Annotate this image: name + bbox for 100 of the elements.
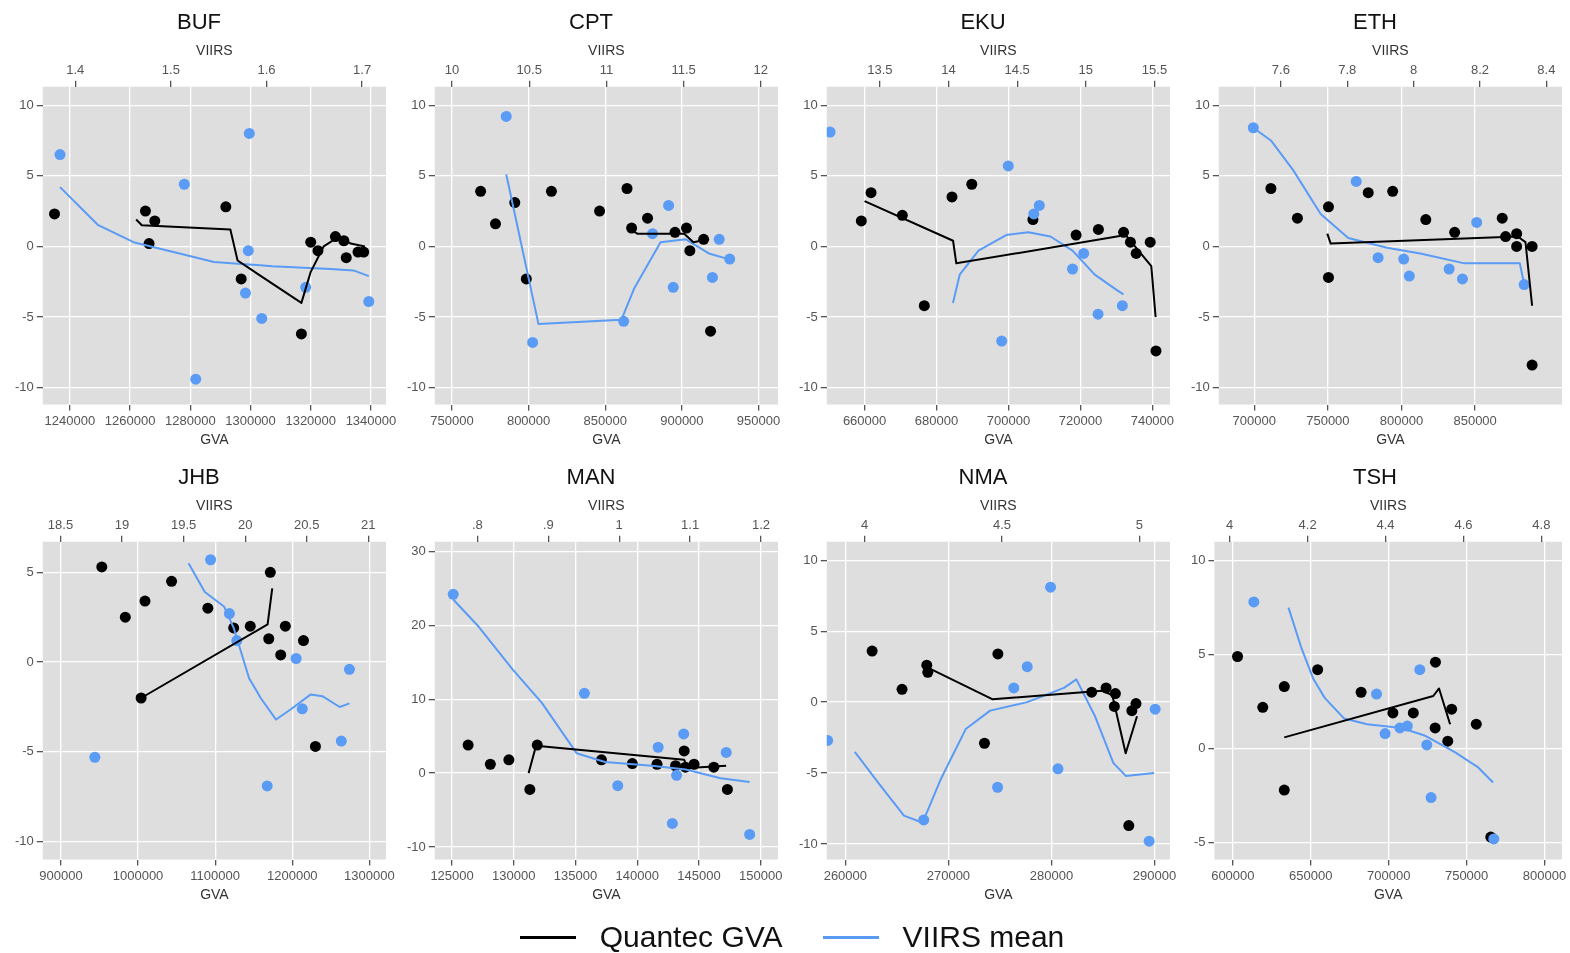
point <box>680 222 692 234</box>
x-tick-label: 280000 <box>1029 867 1074 883</box>
point <box>855 215 867 227</box>
x2-tick-label: 7.6 <box>1271 61 1290 77</box>
point <box>1420 214 1432 226</box>
point <box>1446 703 1458 715</box>
x-tick-label: 750000 <box>1444 867 1489 883</box>
point <box>462 739 474 751</box>
y-tick-label: 10 <box>411 96 426 112</box>
point <box>1265 183 1277 194</box>
point <box>202 602 214 614</box>
x-axis-title: GVA <box>200 431 230 448</box>
x2-tick-label: 15 <box>1078 61 1094 77</box>
y-tick-label: 10 <box>19 96 34 112</box>
x2-axis-title: VIIRS <box>588 41 625 58</box>
point <box>263 633 275 645</box>
x-tick-label: 740000 <box>1130 412 1175 428</box>
point <box>220 201 232 213</box>
point <box>1150 345 1162 357</box>
x-tick-label: 1000000 <box>112 867 164 883</box>
point <box>295 328 307 340</box>
x-tick-label: 800000 <box>506 412 551 428</box>
x2-tick-label: 1.6 <box>257 61 276 77</box>
point <box>1442 735 1454 747</box>
x2-axis-title: VIIRS <box>588 496 625 513</box>
x2-tick-label: 1.5 <box>161 61 180 77</box>
x-tick-label: 680000 <box>914 412 959 428</box>
y-tick-label: -10 <box>406 838 426 854</box>
point <box>235 273 247 285</box>
y-tick-label: 5 <box>1202 167 1210 183</box>
x-tick-label: 850000 <box>1453 412 1497 428</box>
point <box>684 245 696 257</box>
x2-tick-label: 4.5 <box>992 516 1011 532</box>
x2-axis-title: VIIRS <box>980 496 1017 513</box>
x2-tick-label: 11 <box>599 61 614 77</box>
x-tick-label: 750000 <box>430 412 474 428</box>
x-axis-title: GVA <box>1373 886 1404 903</box>
y-tick-label: -5 <box>22 308 34 324</box>
y-tick-label: 5 <box>26 563 34 579</box>
y-tick-label: 0 <box>810 693 818 709</box>
point <box>279 620 291 632</box>
x-tick-label: 1340000 <box>345 412 397 428</box>
point <box>1526 240 1538 252</box>
point <box>1362 187 1374 199</box>
point <box>1291 212 1303 224</box>
x2-tick-label: 8.2 <box>1470 61 1490 77</box>
x2-tick-label: 1.4 <box>66 61 85 77</box>
point <box>705 325 717 337</box>
x-tick-label: 900000 <box>39 867 83 883</box>
point <box>524 783 536 795</box>
y-tick-label: -5 <box>1198 308 1210 324</box>
x-axis-title: GVA <box>200 886 230 903</box>
x-tick-label: 290000 <box>1132 867 1177 883</box>
y-tick-label: -10 <box>14 379 34 395</box>
x2-tick-label: 4 <box>861 516 869 532</box>
x-tick-label: 1200000 <box>266 867 318 883</box>
point <box>119 611 131 623</box>
y-tick-label: 5 <box>26 167 34 183</box>
x2-tick-label: 15.5 <box>1141 61 1168 77</box>
point <box>1429 656 1441 668</box>
point <box>545 185 557 197</box>
x-tick-label: 1320000 <box>285 412 337 428</box>
y-tick-label: -10 <box>1190 379 1210 395</box>
y-tick-label: 30 <box>411 542 426 558</box>
x2-tick-label: 7.8 <box>1338 61 1357 77</box>
chart-title: EKU <box>960 9 1006 35</box>
point <box>1278 681 1290 693</box>
x2-tick-label: 11.5 <box>671 61 696 77</box>
x2-axis-title: VIIRS <box>196 496 233 513</box>
x2-tick-label: 19.5 <box>170 516 197 532</box>
y-tick-label: -5 <box>22 743 34 759</box>
point <box>896 683 908 695</box>
y-tick-label: 0 <box>26 653 34 669</box>
legend-label: VIIRS mean <box>902 920 1065 953</box>
point <box>865 187 877 199</box>
x-tick-label: 600000 <box>1211 867 1255 883</box>
x-tick-label: 140000 <box>615 867 659 883</box>
point <box>1387 707 1399 719</box>
x-tick-label: 1280000 <box>165 412 216 428</box>
x-tick-label: 125000 <box>430 867 474 883</box>
y-tick-label: 5 <box>418 167 426 183</box>
point <box>1449 226 1461 238</box>
point <box>1232 651 1244 663</box>
point <box>1092 223 1104 235</box>
x2-tick-label: .8 <box>471 516 483 532</box>
y-tick-label: -10 <box>14 833 34 849</box>
point <box>1496 212 1508 224</box>
y-tick-label: -5 <box>806 764 818 780</box>
x2-tick-label: 12 <box>753 61 768 77</box>
point <box>946 191 958 203</box>
x2-tick-label: 4.2 <box>1298 516 1317 532</box>
x-tick-label: 130000 <box>492 867 536 883</box>
point <box>594 205 606 217</box>
y-tick-label: -5 <box>806 308 818 324</box>
y-tick-label: 10 <box>411 690 426 706</box>
x2-tick-label: .9 <box>542 516 554 532</box>
y-tick-label: -10 <box>406 379 426 395</box>
point <box>721 783 733 795</box>
x-tick-label: 1240000 <box>44 412 96 428</box>
point <box>1312 664 1324 676</box>
